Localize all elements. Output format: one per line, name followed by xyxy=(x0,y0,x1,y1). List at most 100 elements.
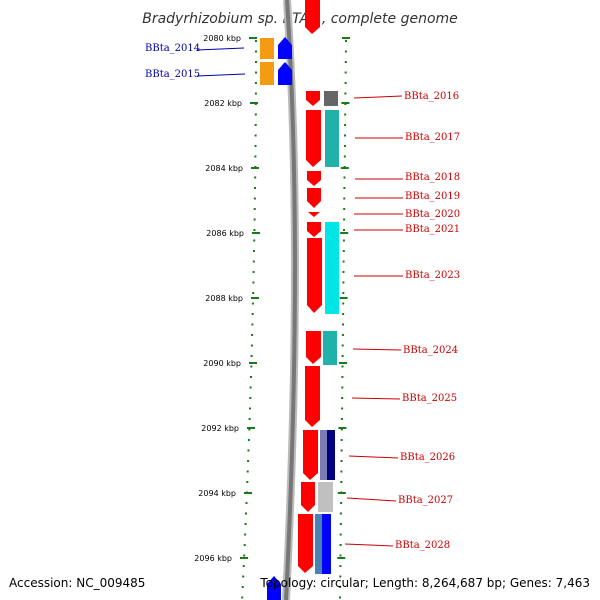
ring-dot xyxy=(254,82,257,84)
gene-block[interactable] xyxy=(323,331,337,365)
gene-label[interactable]: BBta_2015 xyxy=(145,69,200,80)
ring-dot xyxy=(254,176,257,179)
ring-dot xyxy=(250,344,253,347)
gene-arrow[interactable] xyxy=(307,222,321,237)
gene-label[interactable]: BBta_2017 xyxy=(405,132,460,143)
ring-dot xyxy=(341,334,344,336)
tick-mark-right xyxy=(339,362,347,364)
ring-dot xyxy=(343,155,346,158)
ring-dot xyxy=(244,523,247,525)
ring-dot xyxy=(249,397,252,399)
ring-dot xyxy=(251,302,254,305)
gene-label[interactable]: BBta_2016 xyxy=(404,91,459,102)
ring-dot xyxy=(254,145,257,147)
ring-dot xyxy=(339,596,341,599)
ring-dot xyxy=(254,92,257,95)
gene-block[interactable] xyxy=(325,222,339,314)
ring-dot xyxy=(344,50,347,53)
ring-dot xyxy=(250,376,252,378)
ring-dot xyxy=(343,229,345,231)
ring-dot xyxy=(344,61,347,63)
tick-mark-right xyxy=(337,557,346,559)
tick-label: 2080 kbp xyxy=(203,34,241,43)
topology-text: Topology: circular; Length: 8,264,687 bp… xyxy=(259,576,590,590)
ring-dot xyxy=(339,512,342,515)
ring-dot xyxy=(340,502,343,504)
ring-dot xyxy=(247,449,250,452)
gene-arrow[interactable] xyxy=(306,91,320,106)
gene-label[interactable]: BBta_2024 xyxy=(403,345,458,356)
gene-label[interactable]: BBta_2020 xyxy=(405,209,460,220)
gene-block[interactable] xyxy=(315,514,322,574)
ring-dot xyxy=(342,250,345,252)
gene-arrow[interactable] xyxy=(307,238,322,313)
gene-arrow[interactable] xyxy=(278,62,292,85)
tick-mark-right xyxy=(341,102,350,104)
leader-line xyxy=(348,455,399,459)
ring-dot xyxy=(252,281,255,284)
ring-dot xyxy=(343,197,346,200)
ring-dot xyxy=(252,260,255,263)
gene-block[interactable] xyxy=(327,430,335,480)
ring-dot xyxy=(345,40,347,42)
ring-dot xyxy=(340,439,343,441)
gene-block[interactable] xyxy=(322,514,331,574)
gene-arrow[interactable] xyxy=(303,430,318,480)
gene-arrow[interactable] xyxy=(308,212,320,217)
gene-arrow[interactable] xyxy=(305,366,320,427)
gene-arrow[interactable] xyxy=(307,171,321,186)
gene-label[interactable]: BBta_2021 xyxy=(405,224,460,235)
tick-label: 2082 kbp xyxy=(204,99,242,108)
gene-label[interactable]: BBta_2026 xyxy=(400,452,455,463)
ring-dot xyxy=(342,302,345,305)
gene-block[interactable] xyxy=(325,110,339,167)
gene-arrow[interactable] xyxy=(305,0,320,34)
ring-dot xyxy=(254,124,257,126)
gene-label[interactable]: BBta_2014 xyxy=(145,43,200,54)
gene-arrow[interactable] xyxy=(306,331,321,364)
gene-label[interactable]: BBta_2019 xyxy=(405,191,460,202)
gene-arrow[interactable] xyxy=(306,110,321,167)
tick-mark-right xyxy=(338,427,347,429)
ring-dot xyxy=(339,565,342,567)
gene-arrow[interactable] xyxy=(278,37,292,59)
ring-dot xyxy=(254,155,257,158)
gene-arrow[interactable] xyxy=(298,514,313,573)
gene-arrow[interactable] xyxy=(307,188,321,208)
gene-block[interactable] xyxy=(260,62,274,85)
ring-dot xyxy=(247,460,250,462)
gene-arrow[interactable] xyxy=(301,482,315,512)
tick-mark-left xyxy=(252,232,260,234)
gene-block[interactable] xyxy=(318,482,333,512)
ring-dot xyxy=(339,554,342,557)
ring-dot xyxy=(250,355,253,357)
gene-label[interactable]: BBta_2025 xyxy=(402,393,457,404)
gene-label[interactable]: BBta_2027 xyxy=(398,495,453,506)
ring-dot xyxy=(253,239,256,242)
gene-label[interactable]: BBta_2023 xyxy=(405,270,460,281)
leader-line xyxy=(196,47,245,51)
gene-block[interactable] xyxy=(324,91,338,106)
tick-mark-left xyxy=(249,37,257,39)
map-title: Bradyrhizobium sp. BTAi1, complete genom… xyxy=(142,11,458,27)
gene-label[interactable]: BBta_2028 xyxy=(395,540,450,551)
ring-dot xyxy=(342,271,345,273)
gene-arrow[interactable] xyxy=(267,576,281,600)
ring-dot xyxy=(253,218,256,221)
ring-dot xyxy=(344,82,347,84)
ring-dot xyxy=(340,460,343,462)
ring-dot xyxy=(344,92,347,95)
ring-dot xyxy=(253,229,256,231)
ring-dot xyxy=(251,323,254,326)
ring-dot xyxy=(341,397,344,399)
gene-label[interactable]: BBta_2018 xyxy=(405,172,460,183)
ring-dot xyxy=(243,544,246,546)
ring-dot xyxy=(342,260,345,263)
ring-dot xyxy=(343,208,346,210)
gene-block[interactable] xyxy=(320,430,327,480)
ring-dot xyxy=(342,313,345,315)
gene-block[interactable] xyxy=(260,38,274,59)
ring-dot xyxy=(340,481,343,483)
